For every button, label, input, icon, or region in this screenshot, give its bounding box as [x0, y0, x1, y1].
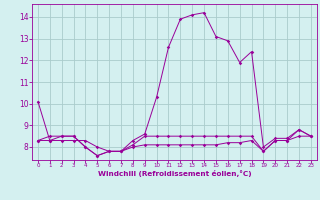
X-axis label: Windchill (Refroidissement éolien,°C): Windchill (Refroidissement éolien,°C) — [98, 170, 251, 177]
